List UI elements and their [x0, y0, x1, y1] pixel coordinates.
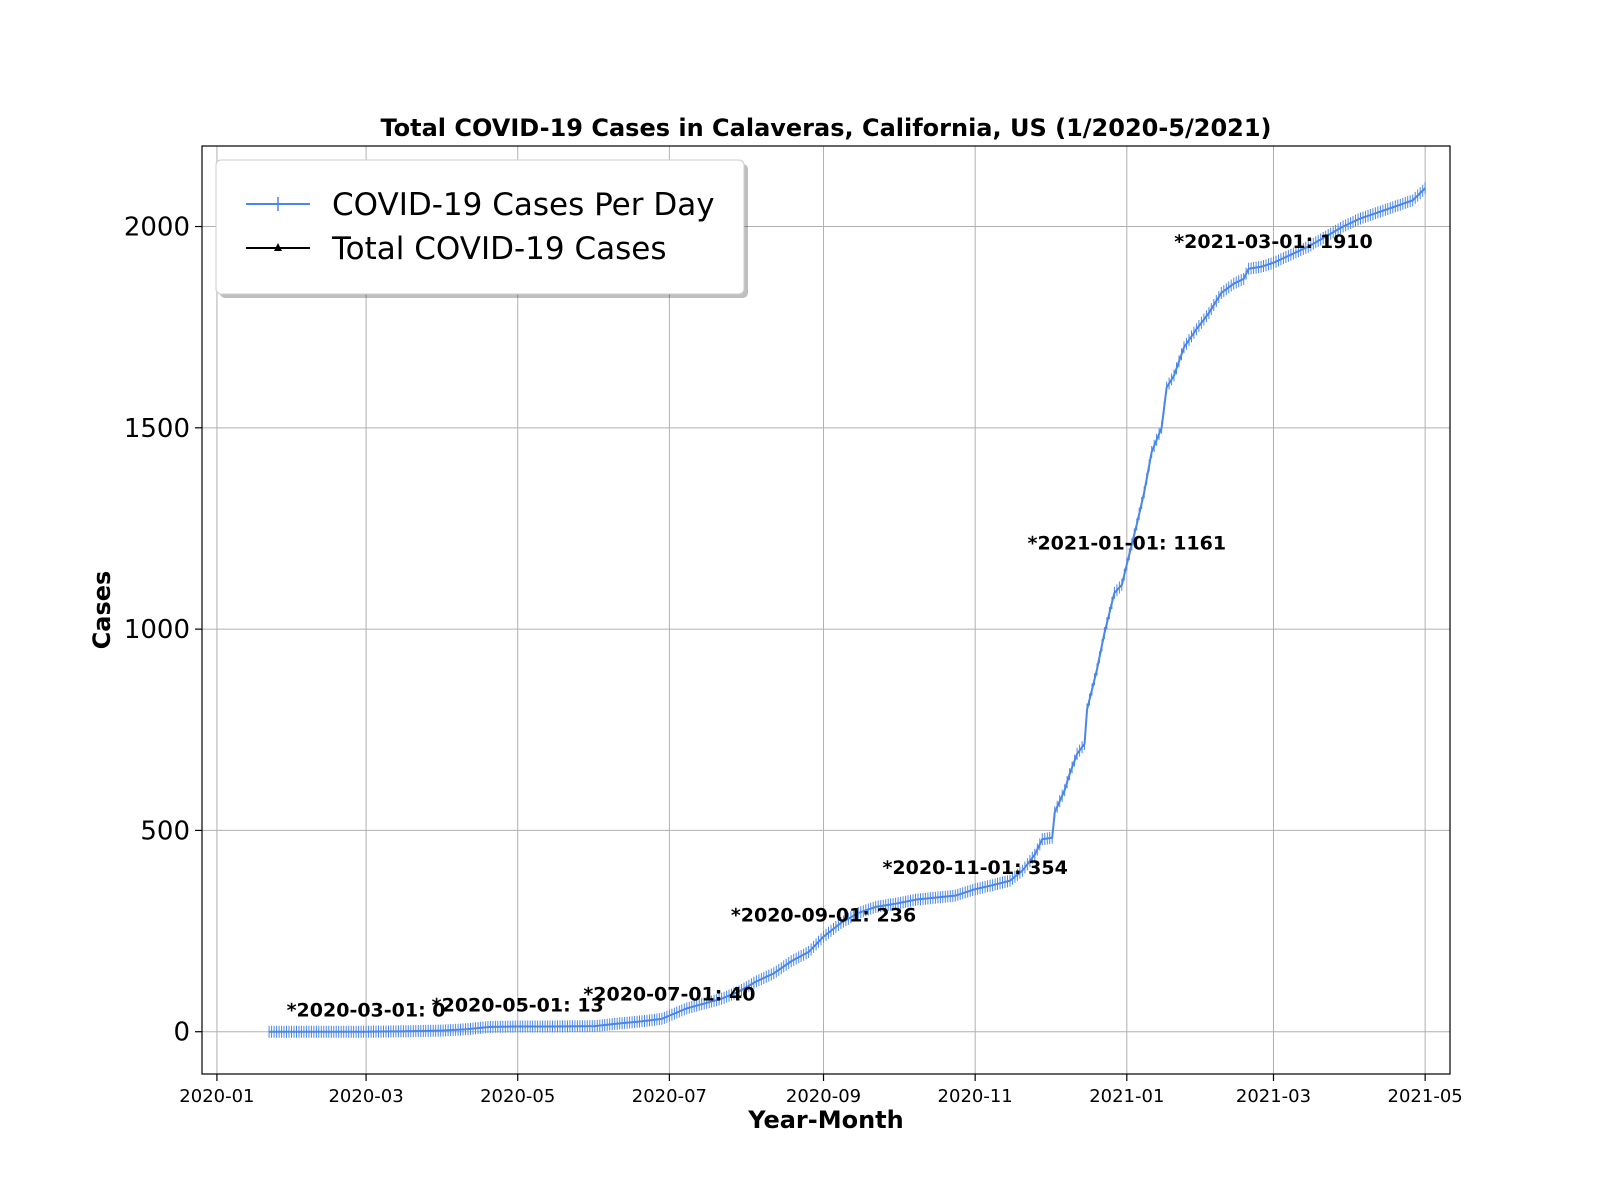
legend-box [215, 159, 745, 295]
chart-title: Total COVID-19 Cases in Calaveras, Calif… [380, 114, 1271, 142]
annotations: *2020-03-01: 0*2020-05-01: 13*2020-07-01… [287, 231, 1373, 1022]
x-tick-label: 2020-11 [938, 1086, 1013, 1107]
series-markers-cases-per-day [268, 182, 1426, 1038]
legend: COVID-19 Cases Per Day Total COVID-19 Ca… [215, 159, 748, 298]
x-tick-label: 2021-03 [1236, 1086, 1311, 1107]
y-tick-label: 0 [173, 1018, 190, 1048]
x-tick-label: 2021-05 [1388, 1086, 1463, 1107]
x-tick-label: 2020-01 [179, 1086, 254, 1107]
y-tick-label: 500 [140, 816, 190, 846]
legend-marker-triangle [274, 243, 282, 251]
legend-label-total-cases: Total COVID-19 Cases [331, 231, 666, 267]
x-tick-label: 2020-05 [480, 1086, 555, 1107]
data-annotation: *2021-03-01: 1910 [1174, 231, 1373, 253]
data-annotation: *2021-01-01: 1161 [1028, 532, 1227, 554]
legend-marker-plus [271, 197, 285, 211]
series-layer [268, 182, 1426, 1038]
x-tick-label: 2020-03 [328, 1086, 403, 1107]
data-annotation: *2020-11-01: 354 [882, 857, 1067, 879]
data-annotation: *2020-07-01: 40 [583, 984, 755, 1006]
data-annotation: *2020-03-01: 0 [287, 1000, 446, 1022]
x-axis-label: Year-Month [747, 1106, 903, 1134]
plot-area-frame [201, 145, 1451, 1075]
data-annotation: *2020-09-01: 236 [731, 905, 916, 927]
data-annotation: *2020-05-01: 13 [432, 994, 604, 1016]
x-tick-label: 2021-01 [1089, 1086, 1164, 1107]
x-tick-label: 2020-07 [632, 1086, 707, 1107]
y-tick-label: 1500 [124, 414, 190, 444]
y-tick-label: 2000 [124, 213, 190, 243]
legend-label-cases-per-day: COVID-19 Cases Per Day [332, 187, 715, 223]
y-axis-label: Cases [88, 571, 116, 650]
ticks: 2020-01 2020-03 2020-05 2020-07 2020-09 2020-… [124, 213, 1463, 1107]
y-tick-label: 1000 [124, 615, 190, 645]
grid [202, 146, 1450, 1074]
x-tick-label: 2020-09 [786, 1086, 861, 1107]
